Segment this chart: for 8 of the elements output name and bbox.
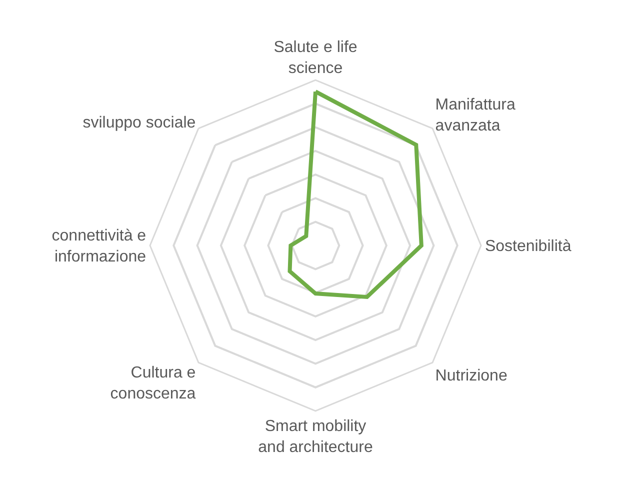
spoke-label: connettività e informazione bbox=[52, 228, 146, 266]
spoke-label: Manifattura avanzata bbox=[435, 96, 516, 134]
spoke-label: Smart mobility and architecture bbox=[258, 418, 373, 456]
spoke-label: Nutrizione bbox=[435, 368, 508, 385]
spoke-label: Sostenibilità bbox=[484, 238, 572, 256]
spoke-label: Salute e life science bbox=[274, 39, 358, 77]
spoke-label: sviluppo sociale bbox=[82, 114, 196, 132]
spoke-label: Cultura e conoscenza bbox=[110, 364, 196, 402]
